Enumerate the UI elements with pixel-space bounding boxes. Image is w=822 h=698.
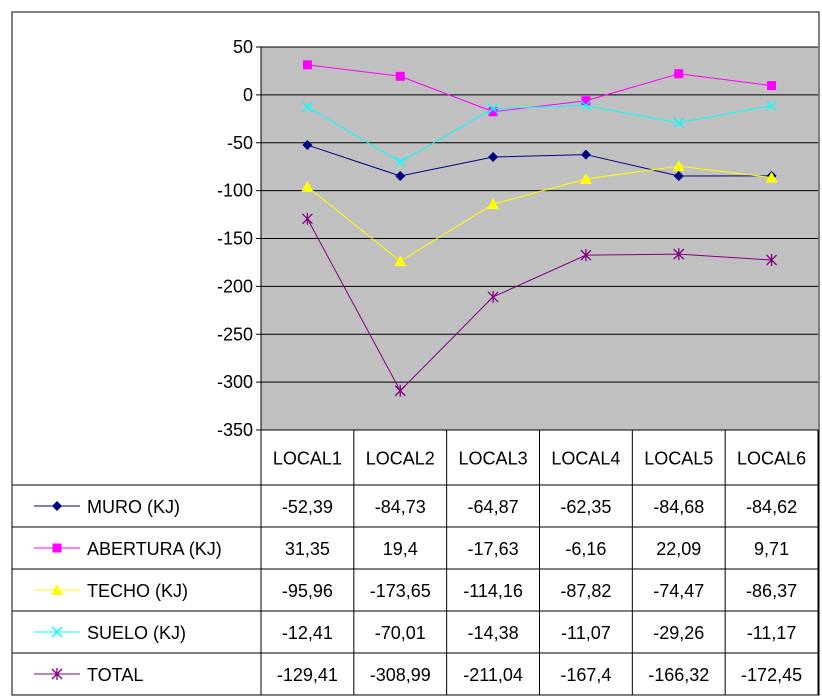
marker-diamond [302, 140, 313, 151]
marker-star [487, 290, 499, 303]
data-label: -84,68 [653, 497, 704, 517]
y-tick-label: -250 [217, 324, 253, 344]
marker-diamond [52, 501, 62, 511]
data-label: 9,71 [754, 539, 789, 559]
table-row: TECHO (KJ) -95,96 -173,65 -114,16 -87,82 -74,… [34, 581, 797, 601]
marker-diamond [488, 151, 499, 162]
gridlines [261, 46, 818, 431]
y-tick-label: -150 [217, 229, 253, 249]
data-label: -308,99 [370, 665, 431, 685]
table-row: SUELO (KJ) -12,41 -70,01 -14,38 -11,07 -29,26… [34, 623, 796, 643]
data-label: -95,96 [282, 581, 333, 601]
y-tick-label: -50 [227, 133, 253, 153]
data-label: -129,41 [277, 665, 338, 685]
marker-triangle [487, 198, 500, 210]
y-tick-label: -350 [217, 420, 253, 440]
data-label: -84,73 [375, 497, 426, 517]
series-lines [301, 60, 778, 397]
series-line-suelo-kj [307, 104, 772, 163]
marker-star [673, 248, 685, 261]
marker-triangle [579, 172, 592, 184]
data-label: -62,35 [560, 497, 611, 517]
y-tick-label: 50 [233, 37, 253, 57]
marker-star [766, 253, 778, 266]
data-label: -12,41 [282, 623, 333, 643]
marker-square [302, 60, 312, 70]
series-line-abertura-kj [307, 64, 772, 113]
table-row: TOTAL -129,41 -308,99 -211,04 -167,4 -166,32 -… [34, 665, 802, 685]
marker-diamond [580, 149, 591, 160]
data-label: -211,04 [463, 665, 523, 685]
marker-star [301, 212, 313, 225]
marker-triangle [51, 584, 63, 595]
legend-label: SUELO (KJ) [87, 623, 186, 643]
y-tick-label: 0 [243, 85, 253, 105]
data-label: -166,32 [648, 665, 709, 685]
legend-label: TOTAL [87, 665, 143, 685]
legend-label: TECHO (KJ) [87, 581, 188, 601]
marker-x [580, 100, 592, 111]
marker-triangle [301, 180, 314, 192]
marker-square [767, 81, 777, 91]
table-row: MURO (KJ) -52,39 -84,73 -64,87 -62,35 -84,68 -… [34, 497, 797, 517]
data-label: -172,45 [741, 665, 802, 685]
marker-triangle [394, 255, 407, 267]
marker-star [580, 249, 592, 262]
data-label: -84,62 [746, 497, 797, 517]
y-tick-label: -200 [217, 276, 253, 296]
data-table: LOCAL1 LOCAL2 LOCAL3 LOCAL4 LOCAL5 LOCAL6 MURO… [12, 430, 819, 696]
data-label: 31,35 [285, 539, 330, 559]
marker-x [673, 117, 685, 129]
x-tick-label: LOCAL3 [459, 449, 528, 469]
legend-label: ABERTURA (KJ) [87, 539, 222, 559]
x-tick-label: LOCAL1 [273, 449, 342, 469]
x-tick-label: LOCAL4 [551, 449, 620, 469]
marker-square [488, 107, 498, 117]
y-tick-label: -300 [217, 372, 253, 392]
data-label: -86,37 [746, 581, 797, 601]
data-label: -64,87 [468, 497, 519, 517]
series-line-techo-kj [307, 165, 772, 262]
data-label: -11,17 [747, 623, 797, 643]
marker-x [487, 103, 499, 115]
data-label: -14,38 [468, 623, 519, 643]
marker-diamond [673, 170, 684, 181]
marker-x [51, 626, 63, 638]
data-label: -17,63 [468, 539, 519, 559]
data-label: -87,82 [560, 581, 611, 601]
marker-square [395, 71, 405, 81]
x-tick-label: LOCAL5 [644, 449, 713, 469]
data-label: -74,47 [653, 581, 704, 601]
marker-square [674, 69, 684, 79]
x-tick-label: LOCAL6 [737, 449, 806, 469]
marker-x [301, 101, 313, 113]
marker-triangle [672, 160, 685, 172]
legend-label: MURO (KJ) [87, 497, 180, 517]
data-label: 19,4 [383, 539, 418, 559]
marker-x [394, 156, 406, 168]
data-label: -6,16 [565, 539, 606, 559]
data-label: -167,4 [560, 665, 611, 685]
data-label: -29,26 [653, 623, 704, 643]
y-tick-label: -100 [217, 181, 253, 201]
marker-square [52, 543, 62, 553]
table-row: ABERTURA (KJ) 31,35 19,4 -17,63 -6,16 22,09 9,… [34, 539, 789, 559]
data-label: 22,09 [656, 539, 701, 559]
marker-triangle [765, 171, 778, 183]
data-label: -114,16 [463, 581, 523, 601]
data-label: -173,65 [370, 581, 431, 601]
x-tick-label: LOCAL2 [366, 449, 435, 469]
marker-star [51, 668, 63, 680]
data-label: -52,39 [282, 497, 333, 517]
data-label: -70,01 [375, 623, 426, 643]
marker-star [394, 384, 406, 397]
y-axis: 50 0 -50 -100 -150 -200 -250 -300 -350 [217, 37, 262, 440]
series-line-total [306, 218, 772, 392]
marker-square [581, 96, 591, 106]
marker-diamond [395, 171, 406, 182]
data-label: -11,07 [561, 623, 611, 643]
series-line-muro-kj [307, 144, 772, 177]
marker-x [766, 100, 778, 112]
